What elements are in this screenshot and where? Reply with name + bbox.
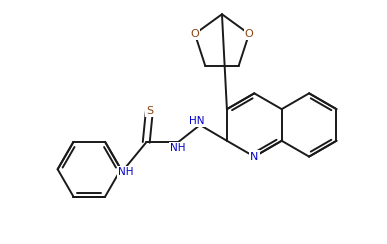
- Text: N: N: [250, 152, 259, 162]
- Text: O: O: [190, 29, 199, 39]
- Text: HN: HN: [189, 116, 205, 126]
- Text: S: S: [146, 106, 153, 116]
- Text: NH: NH: [118, 167, 134, 177]
- Text: O: O: [245, 29, 253, 39]
- Text: NH: NH: [170, 143, 186, 153]
